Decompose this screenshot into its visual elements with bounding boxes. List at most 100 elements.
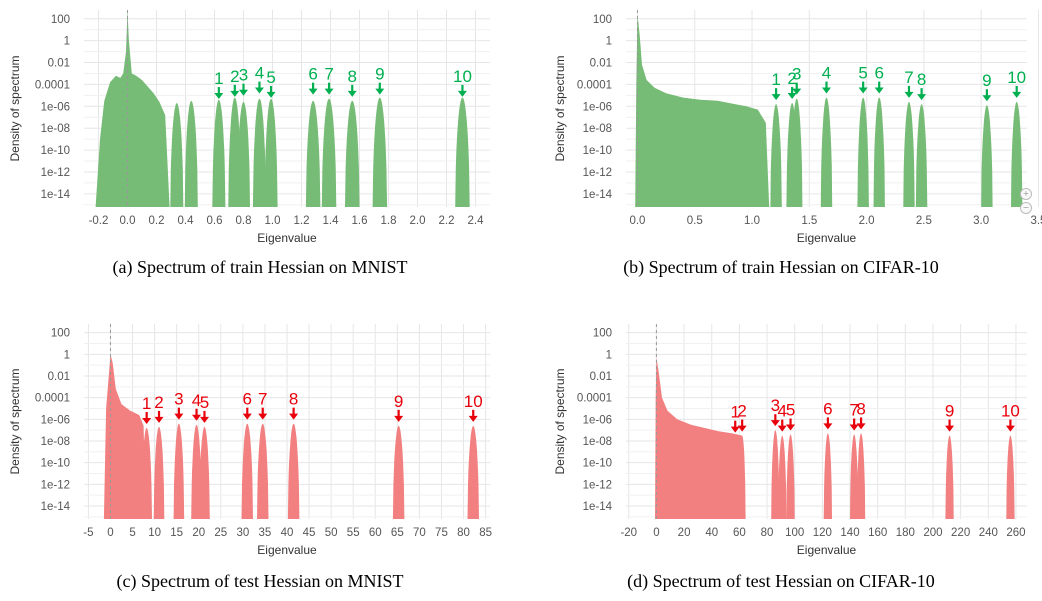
x-tick-label: 260 — [1006, 527, 1025, 539]
x-tick-label: 3.5 — [1030, 215, 1042, 227]
eigen-arrow-head — [468, 415, 478, 422]
zoom-out-icon[interactable]: − — [1020, 202, 1032, 214]
eigen-arrow-head — [771, 94, 781, 101]
peak-7 — [903, 101, 915, 207]
x-tick-label: 1.5 — [801, 215, 817, 227]
x-tick-label: 5 — [129, 527, 135, 539]
peak-4 — [778, 435, 787, 519]
peak-6 — [823, 433, 832, 519]
eigen-label-1: 1 — [771, 70, 780, 89]
peak-7 — [257, 423, 269, 519]
grid — [84, 10, 490, 207]
eigen-arrow-head — [308, 88, 318, 95]
x-tick-labels: 0.0 0.5 1.0 1.5 2.0 2.5 3.0 3.5 — [629, 215, 1042, 227]
x-tick-label: 1.6 — [352, 215, 368, 227]
y-tick-label: 1e-14 — [41, 501, 71, 513]
peak-5 — [786, 434, 795, 519]
chart-b: 0.0 0.5 1.0 1.5 2.0 2.5 3.0 3.5 100 1 0.01 0.0001 1e… — [553, 10, 1042, 245]
eigen-arrow-head — [266, 91, 276, 98]
y-tick-label: 1e-12 — [41, 479, 70, 491]
eigen-label-7: 7 — [849, 401, 858, 420]
bulk-density — [95, 11, 170, 207]
y-tick-label: 1e-12 — [583, 479, 612, 491]
eigen-label-4: 4 — [192, 391, 201, 410]
y-tick-label: 0.01 — [48, 371, 70, 383]
x-tick-label: 1.8 — [381, 215, 397, 227]
x-tick-label: 25 — [214, 527, 227, 539]
x-tick-label: 220 — [951, 527, 970, 539]
eigen-arrow-head — [856, 423, 866, 430]
chart-panel-b: 0.0 0.5 1.0 1.5 2.0 2.5 3.0 3.5 100 1 0.01 0.0001 1e… — [520, 0, 1042, 290]
eigen-arrow-head — [289, 413, 299, 420]
peak-10 — [345, 100, 360, 207]
y-axis-label: Density of spectrum — [8, 55, 22, 161]
peak-10 — [467, 425, 479, 519]
chart-panel-a: -0.2 0.0 0.2 0.4 0.6 0.8 1.0 1.2 1.4 1.6 1.8 2.0 2.2… — [0, 0, 520, 290]
eigen-label-9: 9 — [375, 65, 384, 84]
chart-d: -20 0 20 40 60 80 100 120 140 160 180 200 220 240 260 1… — [553, 324, 1027, 557]
zoom-in-icon[interactable]: + — [1020, 188, 1032, 200]
x-tick-label: 50 — [325, 527, 338, 539]
y-tick-label: 1e-06 — [583, 414, 612, 426]
y-tick-label: 0.01 — [590, 58, 612, 70]
eigen-label-6: 6 — [874, 64, 883, 83]
chart-a: -0.2 0.0 0.2 0.4 0.6 0.8 1.0 1.2 1.4 1.6 1.8 2.0 2.2… — [8, 10, 490, 245]
peak-2 — [184, 100, 198, 207]
peak-2 — [153, 426, 165, 519]
eigen-label-9: 9 — [945, 402, 954, 421]
y-tick-label: 1 — [606, 349, 612, 361]
y-tick-label: 1e-08 — [583, 123, 612, 135]
eigen-label-6: 6 — [308, 65, 317, 84]
peak-8 — [856, 433, 866, 519]
y-tick-label: 1e-14 — [41, 189, 71, 201]
peak-10 — [1006, 435, 1015, 519]
x-tick-label: 70 — [413, 527, 426, 539]
y-tick-label: 1e-10 — [41, 458, 70, 470]
eigen-label-10: 10 — [464, 392, 483, 411]
eigen-arrow-head — [770, 420, 780, 427]
x-tick-label: 20 — [678, 527, 691, 539]
x-tick-label: 75 — [435, 527, 448, 539]
eigen-label-2: 2 — [230, 67, 239, 86]
eigen-label-3: 3 — [792, 65, 801, 84]
eigen-arrow-head — [375, 88, 385, 95]
x-tick-label: 160 — [868, 527, 887, 539]
x-tick-label: 80 — [761, 527, 774, 539]
y-tick-label: 100 — [593, 14, 612, 26]
peak-7 — [264, 98, 278, 207]
x-tick-label: 35 — [259, 527, 272, 539]
y-tick-label: 100 — [593, 328, 612, 340]
eigen-label-7: 7 — [904, 68, 913, 87]
x-tick-label: 10 — [148, 527, 161, 539]
x-tick-label: 1.4 — [323, 215, 340, 227]
caption-b: (b) Spectrum of train Hessian on CIFAR-1… — [623, 257, 939, 277]
peak-3 — [173, 423, 185, 519]
eigen-label-6: 6 — [243, 390, 252, 409]
x-tick-label: 65 — [391, 527, 404, 539]
eigen-arrow-head — [258, 413, 268, 420]
x-tick-label: 20 — [192, 527, 205, 539]
x-tick-label: 0.8 — [236, 215, 252, 227]
y-tick-label: 1e-08 — [41, 436, 70, 448]
y-tick-label: 1 — [64, 36, 70, 48]
eigen-label-4: 4 — [822, 64, 831, 83]
x-tick-label: -5 — [83, 527, 93, 539]
y-tick-label: 1e-12 — [41, 167, 70, 179]
zoom-controls[interactable]: + − — [1019, 186, 1033, 236]
eigen-arrow-head — [1005, 425, 1015, 432]
eigen-arrow-head — [737, 425, 747, 432]
y-axis-label: Density of spectrum — [553, 368, 567, 474]
eigen-label-1: 1 — [214, 69, 223, 88]
peak-5 — [857, 97, 869, 207]
x-axis-label: Eigenvalue — [797, 231, 857, 245]
eigen-arrow-head — [917, 94, 927, 101]
x-tick-label: 60 — [369, 527, 382, 539]
x-tick-label: 15 — [170, 527, 183, 539]
y-tick-label: 100 — [51, 14, 70, 26]
peak-8 — [915, 104, 928, 207]
eigen-label-3: 3 — [239, 66, 248, 85]
eigen-arrow-head — [174, 413, 184, 420]
x-tick-label: 0.4 — [178, 215, 195, 227]
peak-1 — [770, 104, 782, 207]
